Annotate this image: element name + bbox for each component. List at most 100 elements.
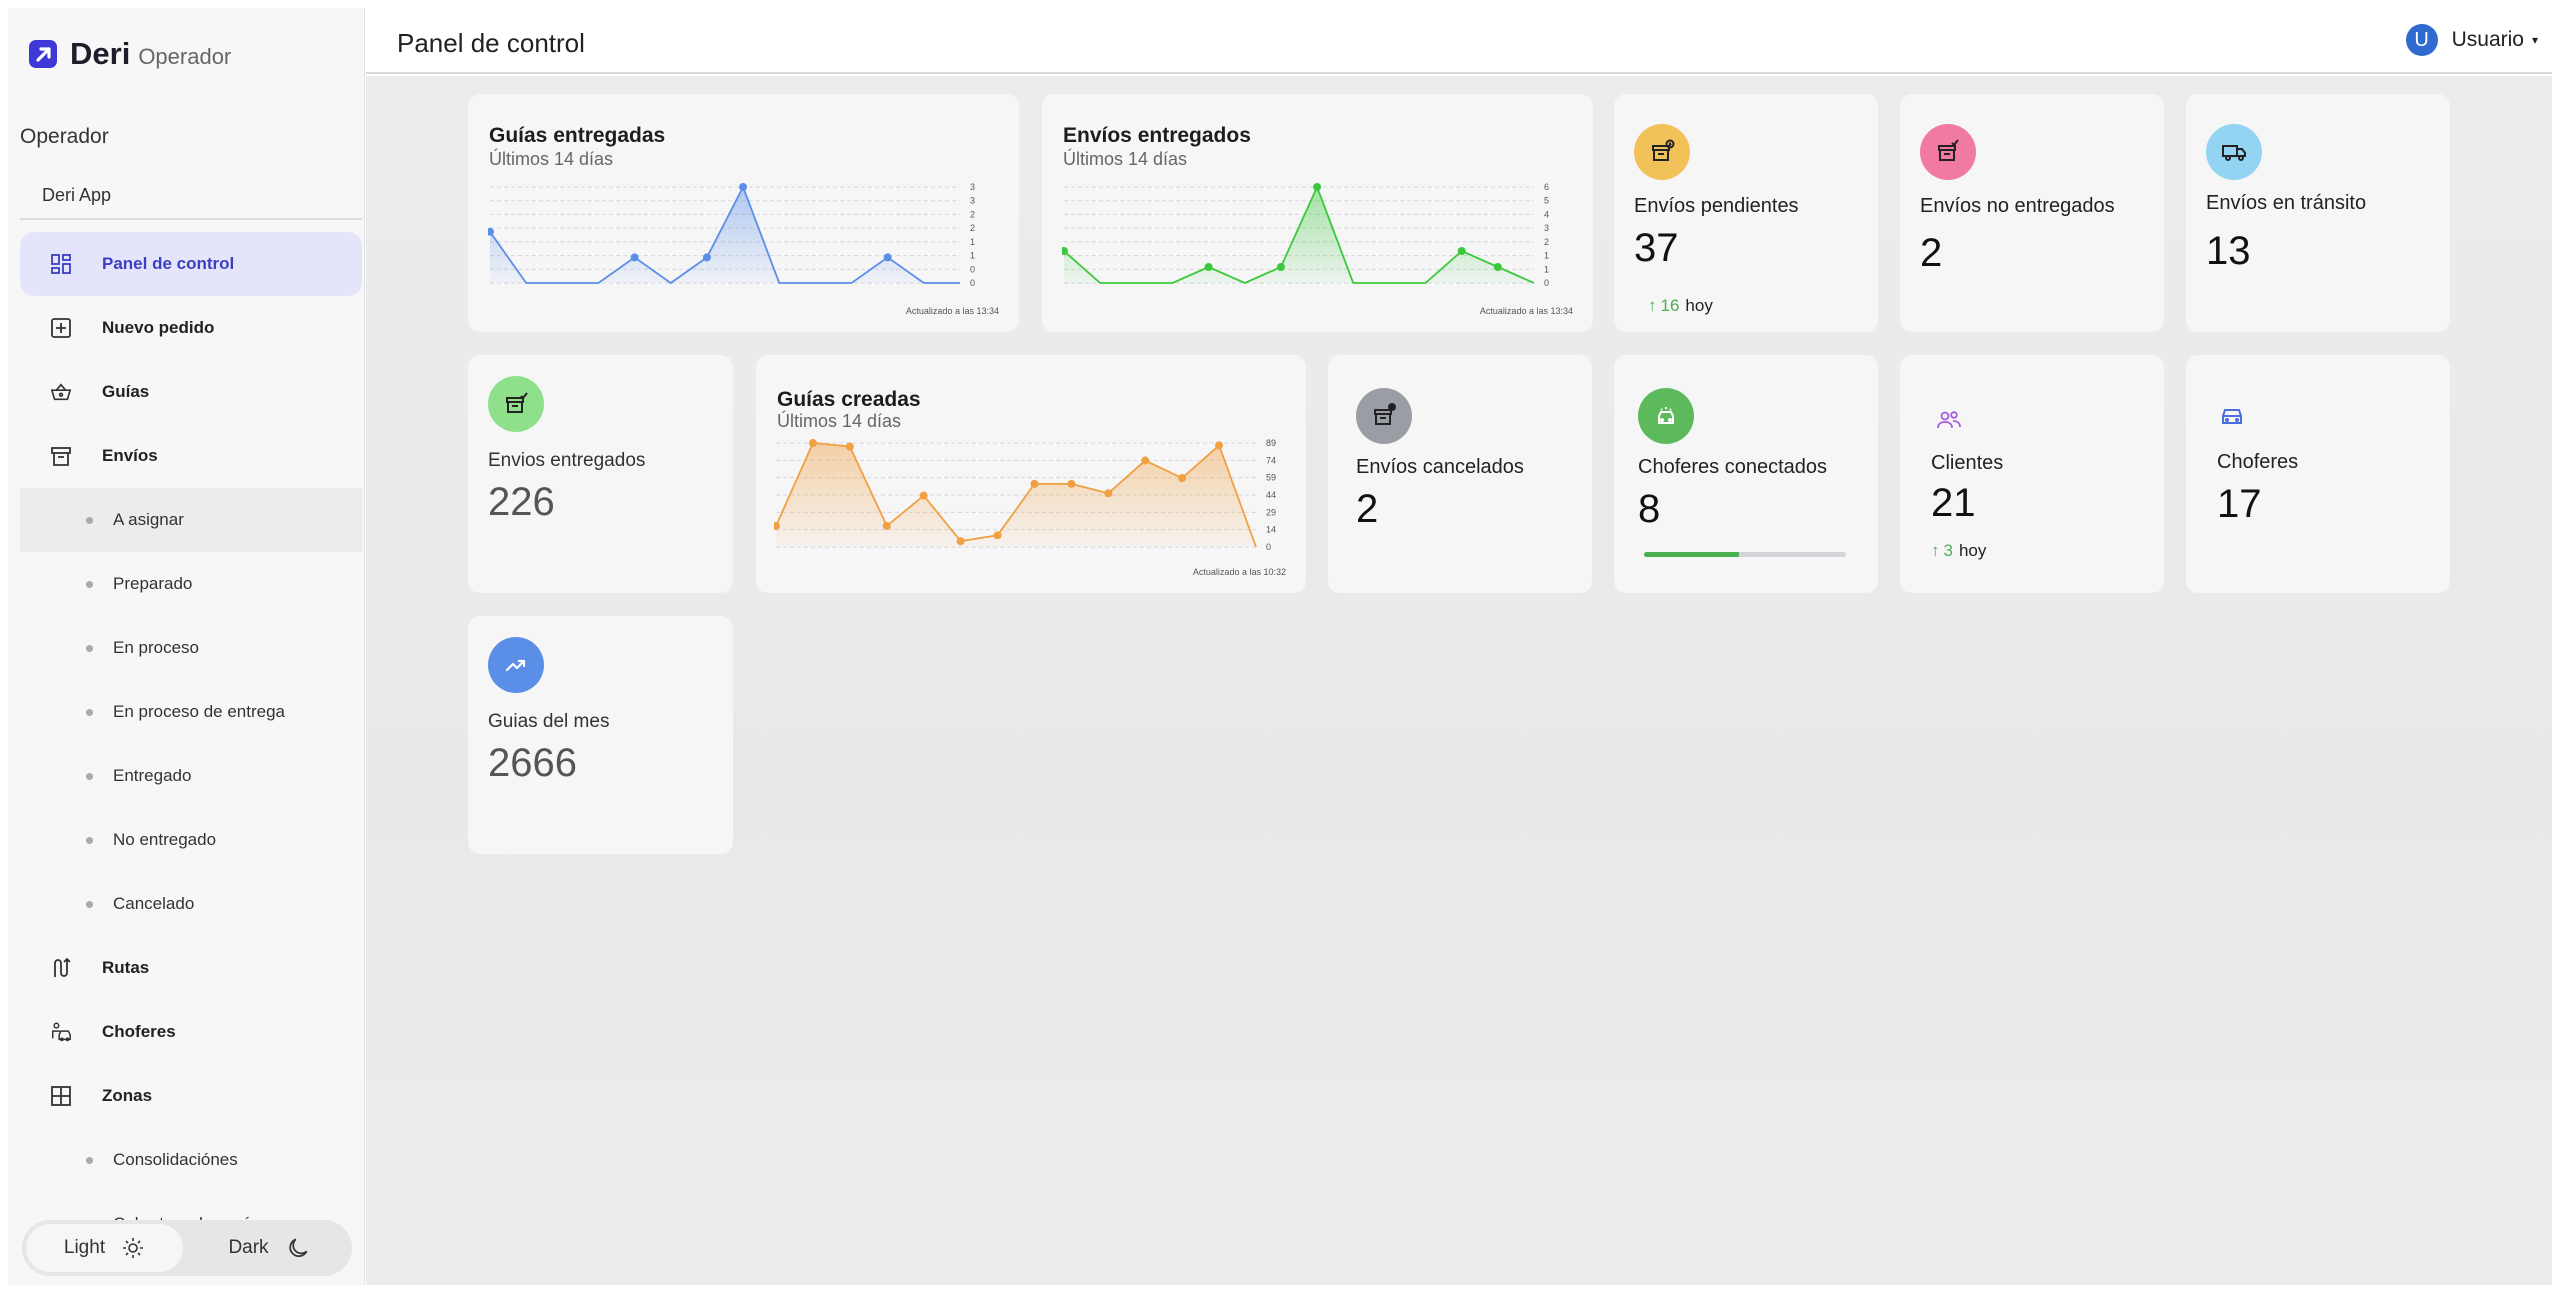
sidebar-item-label: Rutas bbox=[102, 958, 150, 977]
sidebar-item-rutas[interactable]: Rutas bbox=[20, 936, 362, 1000]
y-tick-label: 2 bbox=[1544, 237, 1549, 247]
data-point[interactable] bbox=[774, 521, 780, 530]
delta-number: 16 bbox=[1660, 296, 1680, 315]
y-tick-label: 0 bbox=[1544, 278, 1549, 288]
sidebar-subitem-preparado[interactable]: Preparado bbox=[20, 552, 362, 616]
data-point[interactable] bbox=[1178, 474, 1187, 483]
card-envios-pendientes[interactable]: Envíos pendientes 37 ↑ 16 hoy bbox=[1614, 94, 1878, 332]
trending-up-icon bbox=[488, 637, 544, 693]
sidebar-subitem-cancelado[interactable]: Cancelado bbox=[20, 872, 362, 936]
card-clientes[interactable]: Clientes 21 ↑ 3 hoy bbox=[1900, 355, 2164, 593]
data-point[interactable] bbox=[1104, 489, 1113, 498]
card-choferes[interactable]: Choferes 17 bbox=[2186, 355, 2450, 593]
data-point[interactable] bbox=[1215, 441, 1224, 450]
sidebar-divider bbox=[20, 218, 362, 220]
card-title: Guías creadas bbox=[777, 388, 921, 411]
card-envios-entregados-chart: Envíos entregados Últimos 14 días 6 5 4 3 2 1… bbox=[1042, 94, 1593, 332]
y-tick-label: 1 bbox=[1544, 264, 1549, 274]
stat-value: 2 bbox=[1920, 231, 1943, 275]
sidebar-item-guias[interactable]: Guías bbox=[20, 360, 362, 424]
y-tick-label: 6 bbox=[1544, 182, 1549, 192]
sidebar-item-label: Cancelado bbox=[113, 894, 195, 913]
data-point[interactable] bbox=[956, 537, 965, 546]
card-envios-cancelados[interactable]: Envíos cancelados 2 bbox=[1328, 355, 1592, 593]
theme-light-label: Light bbox=[63, 1237, 106, 1258]
data-point[interactable] bbox=[1457, 247, 1466, 255]
data-point[interactable] bbox=[488, 227, 494, 236]
basket-icon bbox=[50, 381, 72, 403]
card-guias-entregadas: Guías entregadas Últimos 14 días 3 3 2 2 1 1 0… bbox=[468, 94, 1019, 332]
sidebar-item-zonas[interactable]: Zonas bbox=[20, 1064, 362, 1128]
data-point[interactable] bbox=[1276, 263, 1285, 271]
y-tick-label: 1 bbox=[970, 237, 975, 247]
theme-light-button[interactable]: Light bbox=[26, 1224, 183, 1272]
data-point[interactable] bbox=[1493, 263, 1502, 271]
y-tick-label: 59 bbox=[1266, 473, 1276, 483]
sidebar-subitem-consolidaciones[interactable]: Consolidaciónes bbox=[20, 1128, 362, 1192]
y-tick-label: 44 bbox=[1266, 490, 1276, 500]
data-point[interactable] bbox=[993, 531, 1002, 540]
route-icon bbox=[50, 957, 72, 979]
data-point[interactable] bbox=[1313, 183, 1322, 191]
archive-box-icon bbox=[50, 445, 72, 467]
card-title: Envíos entregados bbox=[1063, 124, 1251, 147]
sidebar-subitem-no-entregado[interactable]: No entregado bbox=[20, 808, 362, 872]
data-point[interactable] bbox=[1204, 263, 1213, 271]
y-tick-label: 5 bbox=[1544, 196, 1549, 206]
y-tick-label: 0 bbox=[1266, 542, 1271, 552]
moon-icon bbox=[288, 1238, 308, 1257]
stat-value: 226 bbox=[488, 480, 555, 524]
sidebar-subitem-entregado[interactable]: Entregado bbox=[20, 744, 362, 808]
data-point[interactable] bbox=[883, 253, 892, 262]
data-point[interactable] bbox=[1030, 479, 1039, 488]
data-point[interactable] bbox=[1141, 456, 1150, 465]
sidebar-subitem-en-proceso[interactable]: En proceso bbox=[20, 616, 362, 680]
data-point[interactable] bbox=[845, 442, 854, 451]
user-menu[interactable]: U Usuario ▾ bbox=[2405, 24, 2538, 56]
truck-icon bbox=[2206, 124, 2262, 180]
card-envios-entregados[interactable]: Envios entregados 226 bbox=[468, 355, 733, 593]
data-point[interactable] bbox=[919, 491, 928, 500]
sun-icon bbox=[123, 1238, 144, 1258]
data-point[interactable] bbox=[702, 253, 711, 262]
y-tick-label: 3 bbox=[970, 196, 975, 206]
data-point[interactable] bbox=[808, 439, 817, 447]
y-tick-label: 2 bbox=[970, 223, 975, 233]
stat-value: 2 bbox=[1356, 487, 1379, 531]
data-point[interactable] bbox=[739, 183, 748, 191]
updated-text: Actualizado a las 13:34 bbox=[1479, 306, 1573, 316]
sidebar-subitem-en-proceso-de-entrega[interactable]: En proceso de entrega bbox=[20, 680, 362, 744]
sidebar-item-label: Entregado bbox=[113, 766, 192, 785]
delta-suffix: hoy bbox=[1685, 296, 1713, 315]
stat-label: Choferes bbox=[2217, 451, 2299, 473]
theme-toggle: Light Dark bbox=[22, 1220, 352, 1276]
card-choferes-conectados[interactable]: Choferes conectados 8 bbox=[1614, 355, 1878, 593]
sidebar-item-label: Guías bbox=[102, 382, 150, 401]
data-point[interactable] bbox=[630, 253, 639, 262]
card-title: Guías entregadas bbox=[489, 124, 666, 147]
sidebar-item-label: Consolidaciónes bbox=[113, 1150, 238, 1169]
stat-value: 2666 bbox=[488, 741, 577, 785]
card-guias-del-mes[interactable]: Guias del mes 2666 bbox=[468, 616, 733, 854]
updated-text: Actualizado a las 10:32 bbox=[1192, 567, 1286, 577]
sidebar-item-nuevo-pedido[interactable]: Nuevo pedido bbox=[20, 296, 362, 360]
theme-dark-button[interactable]: Dark bbox=[191, 1224, 348, 1272]
series-line bbox=[1063, 184, 1535, 284]
card-envios-en-transito[interactable]: Envíos en tránsito 13 bbox=[2186, 94, 2450, 332]
y-tick-label: 3 bbox=[970, 182, 975, 192]
card-subtitle: Últimos 14 días bbox=[489, 149, 614, 169]
sidebar-item-envios[interactable]: Envíos bbox=[20, 424, 362, 488]
data-point[interactable] bbox=[882, 521, 891, 530]
delta-number: 3 bbox=[1943, 541, 1953, 560]
brand[interactable]: Deri Operador bbox=[28, 36, 231, 72]
card-envios-no-entregados[interactable]: Envíos no entregados 2 bbox=[1900, 94, 2164, 332]
y-tick-label: 1 bbox=[1544, 251, 1549, 261]
driver-car-icon bbox=[50, 1021, 72, 1043]
sidebar-item-panel-de-control[interactable]: Panel de control bbox=[20, 232, 362, 296]
sidebar-item-label: Nuevo pedido bbox=[102, 318, 215, 337]
deri-logo-icon bbox=[29, 40, 57, 68]
sidebar-subitem-a-asignar[interactable]: A asignar bbox=[20, 488, 362, 552]
sidebar-item-choferes[interactable]: Choferes bbox=[20, 1000, 362, 1064]
data-point[interactable] bbox=[1067, 479, 1076, 488]
data-point[interactable] bbox=[1062, 247, 1068, 255]
